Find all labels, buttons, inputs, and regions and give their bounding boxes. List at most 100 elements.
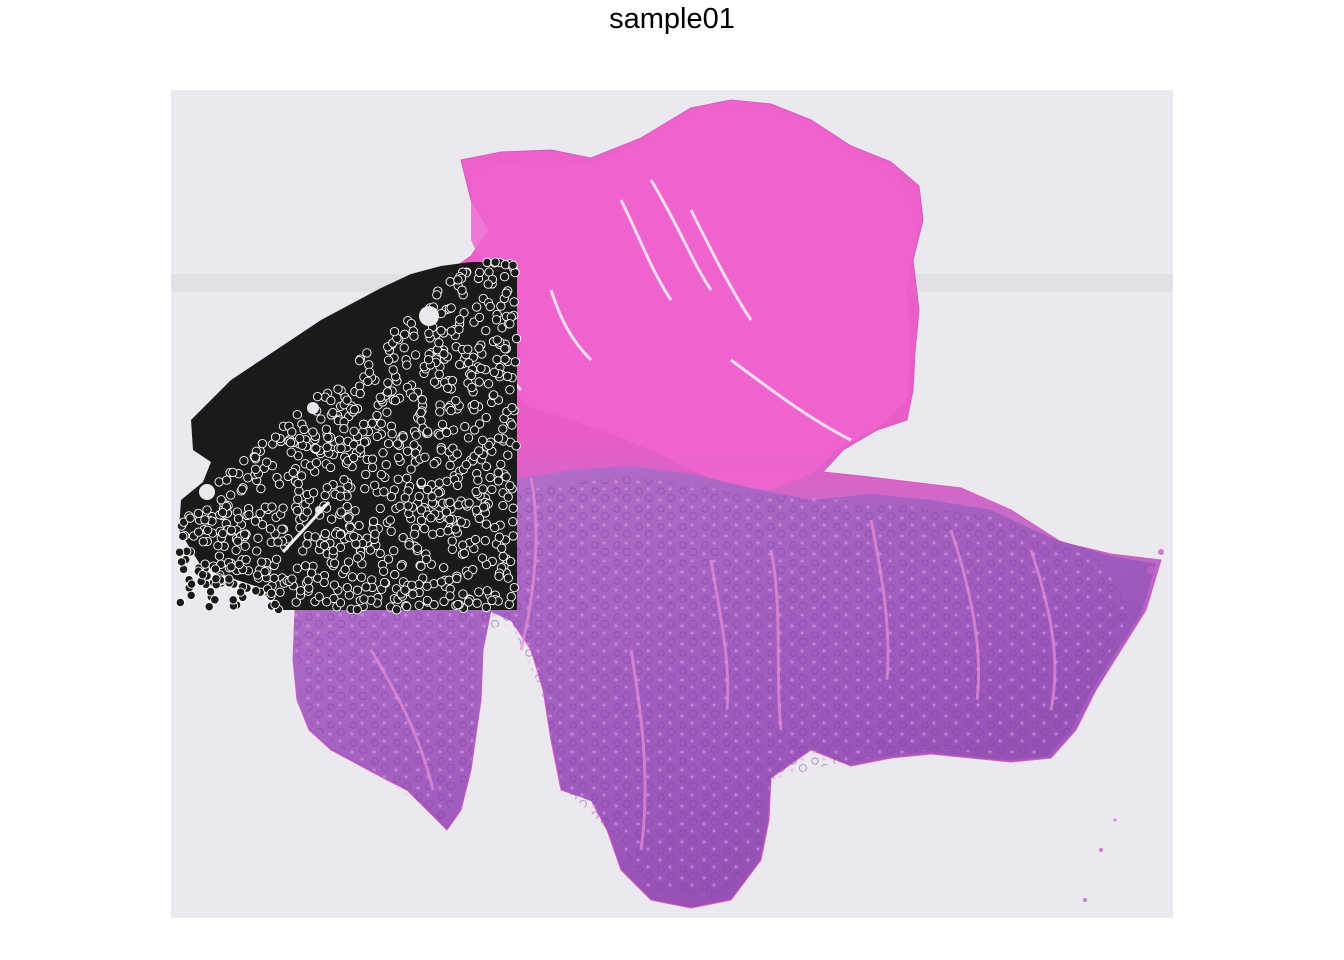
spot-marker (402, 446, 413, 456)
spot-marker (429, 377, 440, 387)
spot-marker (492, 354, 502, 365)
spot-marker (474, 343, 484, 353)
spot-marker (336, 443, 346, 453)
spot-marker (335, 529, 346, 540)
spot-marker (427, 492, 437, 502)
spot-marker (490, 257, 500, 267)
spot-marker (407, 580, 417, 590)
spot-marker (501, 288, 511, 298)
spot-marker (379, 577, 390, 588)
spot-marker (432, 290, 442, 300)
spot-marker (328, 545, 338, 556)
spot-marker (508, 517, 518, 527)
spot-marker (452, 449, 462, 459)
spot-marker (505, 385, 515, 395)
spot-gap (419, 306, 439, 326)
spot-marker (461, 460, 471, 470)
spot-marker (226, 562, 236, 572)
spot-marker (339, 424, 349, 434)
spot-marker (303, 576, 313, 586)
spot-marker (218, 528, 228, 539)
spot-marker (349, 426, 359, 436)
spot-marker (340, 564, 350, 575)
spot-marker (365, 545, 376, 555)
spot-marker (422, 595, 433, 606)
spot-marker (295, 433, 305, 444)
plot-title: sample01 (609, 3, 735, 35)
spot-marker (400, 329, 410, 339)
spot-marker (326, 395, 336, 406)
spot-marker (506, 592, 516, 602)
spot-marker (255, 508, 265, 519)
spot-marker (477, 553, 488, 563)
spot-marker (434, 478, 444, 488)
spot-marker (308, 427, 318, 437)
spot-marker (455, 359, 465, 370)
spot-marker (342, 501, 352, 512)
spot-marker (321, 424, 332, 434)
spot-marker (335, 598, 346, 608)
spot-marker (434, 338, 444, 348)
spot-marker (416, 407, 426, 418)
spot-marker (376, 469, 387, 480)
spot-marker (426, 513, 436, 523)
spot-marker (306, 568, 317, 578)
spot-marker (420, 452, 430, 462)
spot-marker (396, 561, 406, 571)
spot-marker (376, 418, 386, 429)
spot-marker (492, 335, 502, 345)
spot-marker (319, 577, 329, 588)
spot-marker (455, 314, 465, 325)
spot-marker (193, 508, 204, 519)
spot-marker (406, 464, 416, 474)
spot-marker (277, 524, 287, 534)
spot-marker (210, 564, 221, 574)
spot-marker (240, 541, 250, 551)
spot-marker (343, 557, 354, 567)
spot-marker (355, 388, 365, 399)
spot-marker (443, 526, 453, 536)
spot-marker (478, 484, 488, 494)
spot-marker (443, 383, 453, 393)
spot-marker (362, 348, 372, 358)
spot-marker (498, 551, 508, 562)
spot-marker (490, 522, 500, 533)
spot-marker (343, 513, 353, 523)
spot-marker (474, 587, 484, 597)
spot-marker (335, 491, 346, 501)
spot-marker (278, 503, 288, 513)
spot-marker (213, 541, 223, 551)
spot-marker (505, 481, 515, 491)
spot-marker (436, 326, 446, 336)
spot-marker (361, 469, 371, 480)
spot-marker (270, 432, 281, 442)
spot-marker (316, 414, 326, 424)
spot-marker (456, 517, 466, 527)
spot-marker (487, 484, 497, 495)
spot-marker (473, 475, 483, 485)
spot-marker (501, 472, 511, 482)
spot-marker (349, 440, 359, 450)
spot-marker (386, 492, 397, 502)
spot-marker (392, 605, 402, 615)
spot-marker (504, 599, 514, 609)
spot-marker (349, 404, 359, 415)
spot-marker (260, 567, 270, 577)
spot-marker (474, 267, 485, 278)
spot-marker (204, 602, 214, 612)
spot-marker (484, 440, 494, 450)
spot-marker (451, 396, 461, 406)
spot-marker (360, 484, 370, 494)
spot-marker (356, 572, 367, 582)
spot-marker (453, 275, 463, 285)
spot-marker (479, 502, 489, 512)
spot-marker (508, 531, 518, 541)
spot-marker (375, 548, 385, 559)
spot-marker (178, 564, 189, 575)
spot-marker (463, 344, 473, 354)
spot-marker (257, 557, 267, 567)
spot-marker (214, 551, 225, 561)
spot-marker (446, 405, 456, 416)
spot-marker (383, 378, 393, 388)
spot-marker (342, 582, 352, 593)
